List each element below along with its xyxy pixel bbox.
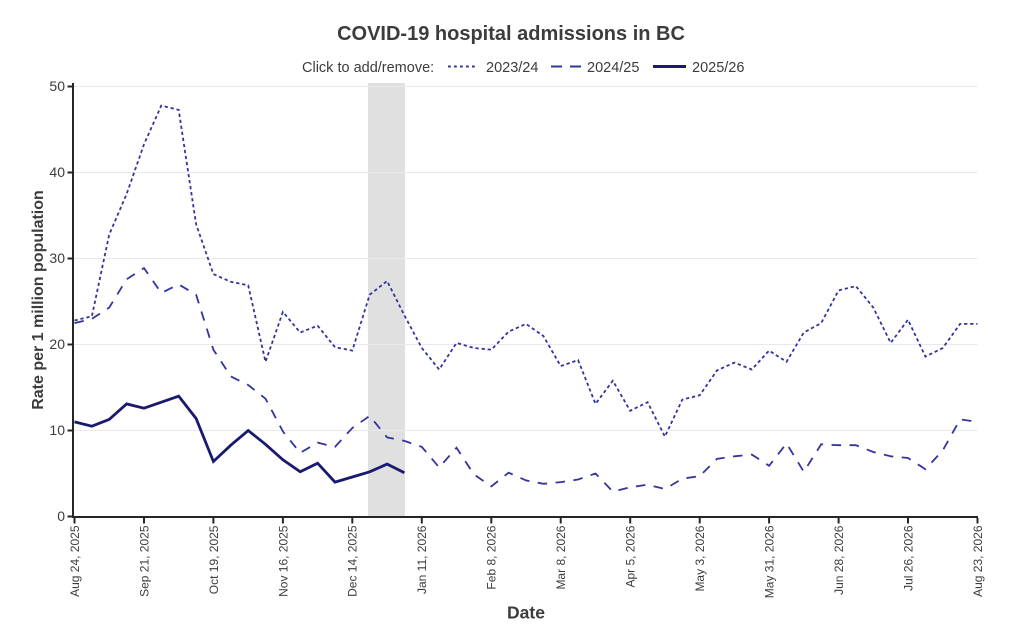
svg-text:Rate per 1 million population: Rate per 1 million population <box>30 190 47 410</box>
svg-text:2024/25: 2024/25 <box>587 60 639 76</box>
svg-text:30: 30 <box>49 250 65 266</box>
svg-text:Dec 14, 2025: Dec 14, 2025 <box>346 525 360 597</box>
svg-text:Aug 23, 2026: Aug 23, 2026 <box>971 525 985 597</box>
svg-text:Click to add/remove:: Click to add/remove: <box>302 60 434 76</box>
svg-text:May 31, 2026: May 31, 2026 <box>763 525 777 598</box>
svg-text:10: 10 <box>49 422 65 438</box>
svg-text:Nov 16, 2025: Nov 16, 2025 <box>276 525 290 597</box>
svg-text:COVID-19 hospital admissions i: COVID-19 hospital admissions in BC <box>337 23 685 45</box>
svg-text:Sep 21, 2025: Sep 21, 2025 <box>137 525 151 597</box>
svg-text:40: 40 <box>49 164 65 180</box>
svg-text:50: 50 <box>49 78 65 94</box>
svg-text:Feb 8, 2026: Feb 8, 2026 <box>485 525 499 589</box>
svg-text:Apr 5, 2026: Apr 5, 2026 <box>624 525 638 587</box>
svg-text:Mar 8, 2026: Mar 8, 2026 <box>554 525 568 589</box>
svg-text:Jul 26, 2026: Jul 26, 2026 <box>901 525 915 591</box>
svg-text:May 3, 2026: May 3, 2026 <box>693 525 707 591</box>
svg-text:Aug 24, 2025: Aug 24, 2025 <box>68 525 82 597</box>
svg-text:0: 0 <box>57 508 65 524</box>
svg-text:20: 20 <box>49 336 65 352</box>
svg-text:2025/26: 2025/26 <box>692 60 744 76</box>
svg-text:2023/24: 2023/24 <box>486 60 538 76</box>
svg-text:Oct 19, 2025: Oct 19, 2025 <box>207 525 221 594</box>
svg-text:Jan 11, 2026: Jan 11, 2026 <box>415 525 429 594</box>
svg-text:Date: Date <box>507 603 545 623</box>
svg-text:Jun 28, 2026: Jun 28, 2026 <box>832 525 846 595</box>
